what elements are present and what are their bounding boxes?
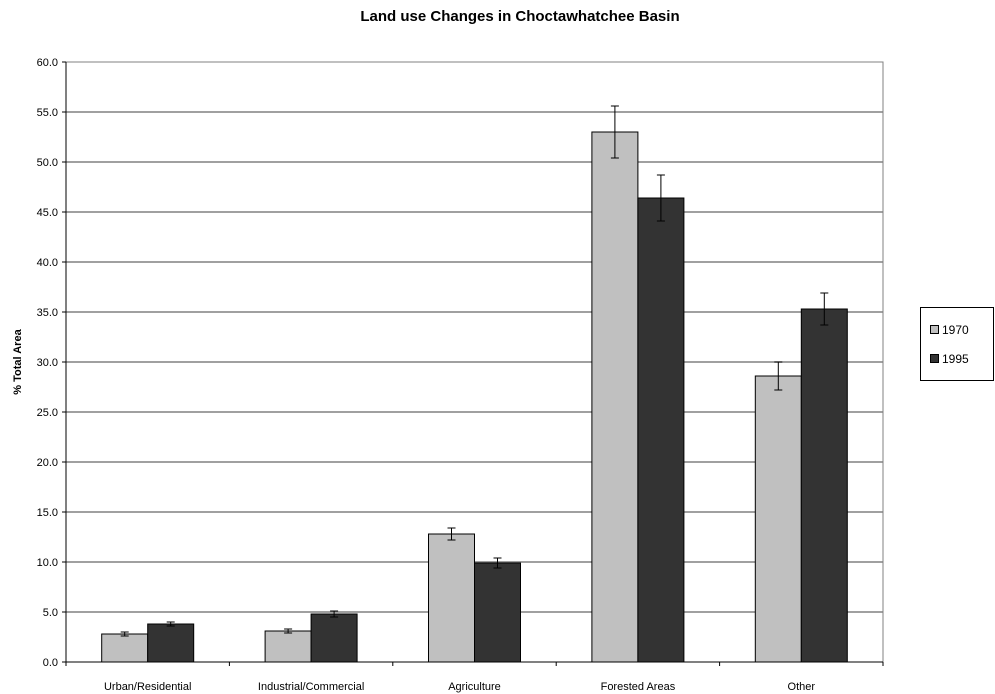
- legend-label-series-2: 1995: [942, 351, 969, 366]
- legend-swatch-series-1: [930, 325, 939, 335]
- bar-series-1-4: [754, 375, 802, 663]
- y-tick-label: 0.0: [43, 657, 58, 669]
- legend-entry-series-2: 1995: [930, 351, 969, 366]
- bar-series-1-2: [428, 533, 475, 663]
- axes: 0.0 5.0 10.0 15.0 20.0 25.0 30.0 35.0 40.0 45.0 50…: [37, 57, 884, 693]
- bar-series-2-1: [310, 613, 358, 663]
- y-tick-label: 60.0: [37, 57, 58, 69]
- chart-title: Land use Changes in Choctawhatchee Basin: [360, 8, 680, 25]
- x-tick-label: Agriculture: [448, 681, 501, 693]
- x-tick-label: Other: [788, 681, 816, 693]
- y-tick-label: 25.0: [37, 407, 58, 419]
- bar-series-2-0: [147, 623, 195, 663]
- bar-series-2-3: [637, 197, 685, 663]
- y-tick-label: 5.0: [43, 607, 58, 619]
- legend-swatch-series-2: [930, 354, 939, 364]
- legend: 1970 1995: [920, 307, 994, 381]
- y-tick-label: 30.0: [37, 357, 58, 369]
- bars: [101, 131, 848, 663]
- y-tick-label: 35.0: [37, 307, 58, 319]
- y-tick-label: 20.0: [37, 457, 58, 469]
- bar-series-1-3: [591, 131, 639, 663]
- y-tick-label: 45.0: [37, 207, 58, 219]
- y-axis-label: % Total Area: [12, 328, 24, 394]
- error-bars: [120, 105, 829, 637]
- y-tick-label: 10.0: [37, 557, 58, 569]
- bar-series-2-4: [800, 308, 848, 663]
- legend-label-series-1: 1970: [942, 322, 969, 337]
- gridlines: [66, 111, 883, 613]
- y-tick-label: 15.0: [37, 507, 58, 519]
- x-tick-label: Forested Areas: [601, 681, 676, 693]
- bar-series-1-1: [264, 630, 312, 663]
- y-tick-label: 50.0: [37, 157, 58, 169]
- y-tick-label: 55.0: [37, 107, 58, 119]
- bar-series-1-0: [101, 633, 149, 663]
- legend-entry-series-1: 1970: [930, 322, 969, 337]
- x-tick-label: Urban/Residential: [104, 681, 191, 693]
- bar-series-2-2: [474, 562, 521, 663]
- x-tick-label: Industrial/Commercial: [258, 681, 364, 693]
- y-tick-label: 40.0: [37, 257, 58, 269]
